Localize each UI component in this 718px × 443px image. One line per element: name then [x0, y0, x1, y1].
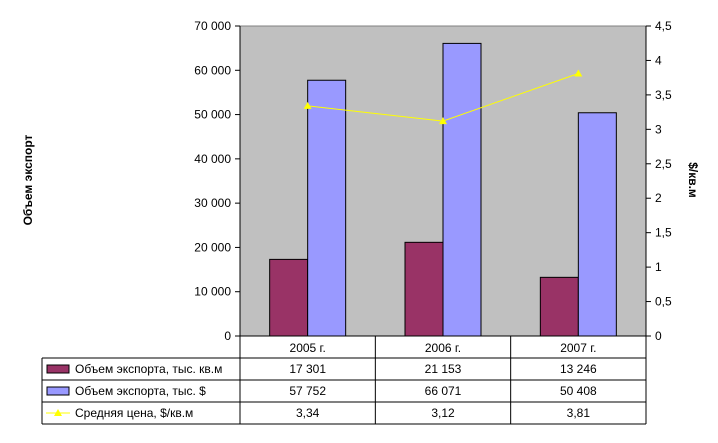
right-tick-label: 2: [655, 191, 662, 205]
right-axis-ticks: 0 0,5 1 1,5 2 2,5 3 3,5 4 4,5: [655, 19, 672, 343]
series-name: Средняя цена, $/кв.м: [75, 406, 193, 420]
category-label: 2007 г.: [560, 341, 596, 355]
right-tick-label: 0: [655, 329, 662, 343]
left-tick-label: 10 000: [194, 285, 231, 299]
price-point-1: [303, 101, 312, 109]
bar-2-3: [577, 112, 617, 337]
left-tick-label: 0: [224, 329, 231, 343]
table-value: 3,81: [567, 406, 591, 420]
axes-group: [235, 25, 651, 337]
series-name: Объем экспорта, тыс. $: [75, 384, 206, 398]
table-value: 21 153: [425, 362, 462, 376]
left-tick-label: 50 000: [194, 108, 231, 122]
right-tick-label: 0,5: [655, 295, 672, 309]
left-tick-label: 40 000: [194, 152, 231, 166]
right-tick-label: 3,5: [655, 88, 672, 102]
table-value: 3,34: [296, 406, 320, 420]
y2-axis-title: $/кв.м: [686, 162, 700, 198]
bar-1-1: [269, 258, 309, 337]
right-tick-label: 1: [655, 260, 662, 274]
price-line-group: [303, 69, 583, 125]
left-tick-label: 70 000: [194, 19, 231, 33]
left-tick-label: 20 000: [194, 240, 231, 254]
left-axis-ticks: 0 10 000 20 000 30 000 40 000 50 000 60 000 70 …: [194, 19, 231, 343]
series-name: Объем экспорта, тыс. кв.м: [75, 362, 222, 376]
right-tick-label: 4: [655, 53, 662, 67]
bar-2-2: [442, 42, 482, 337]
bar-2-1: [307, 79, 347, 337]
bar-1-3: [539, 276, 579, 337]
table-value: 3,12: [431, 406, 455, 420]
table-value: 17 301: [289, 362, 326, 376]
left-tick-label: 60 000: [194, 63, 231, 77]
table-value: 13 246: [560, 362, 597, 376]
right-tick-label: 2,5: [655, 157, 672, 171]
bar-1-2: [404, 241, 444, 337]
price-point-2: [439, 117, 447, 125]
data-table: 2005 г. 2006 г. 2007 г. Объем экспорта, тыс…: [41, 335, 647, 425]
table-value: 66 071: [425, 384, 462, 398]
right-tick-label: 3: [655, 122, 662, 136]
price-point-3: [574, 69, 583, 77]
bars-group: [269, 42, 617, 337]
legend-key-marker-3: [54, 409, 62, 416]
category-label: 2005 г.: [290, 341, 326, 355]
legend-key-2: [46, 386, 70, 396]
table-value: 57 752: [289, 384, 326, 398]
right-tick-label: 4,5: [655, 19, 672, 33]
legend-key-1: [46, 364, 70, 374]
y-axis-title: Объем экспорт: [21, 134, 35, 225]
right-tick-label: 1,5: [655, 226, 672, 240]
left-tick-label: 30 000: [194, 196, 231, 210]
category-label: 2006 г.: [425, 341, 461, 355]
table-value: 50 408: [560, 384, 597, 398]
